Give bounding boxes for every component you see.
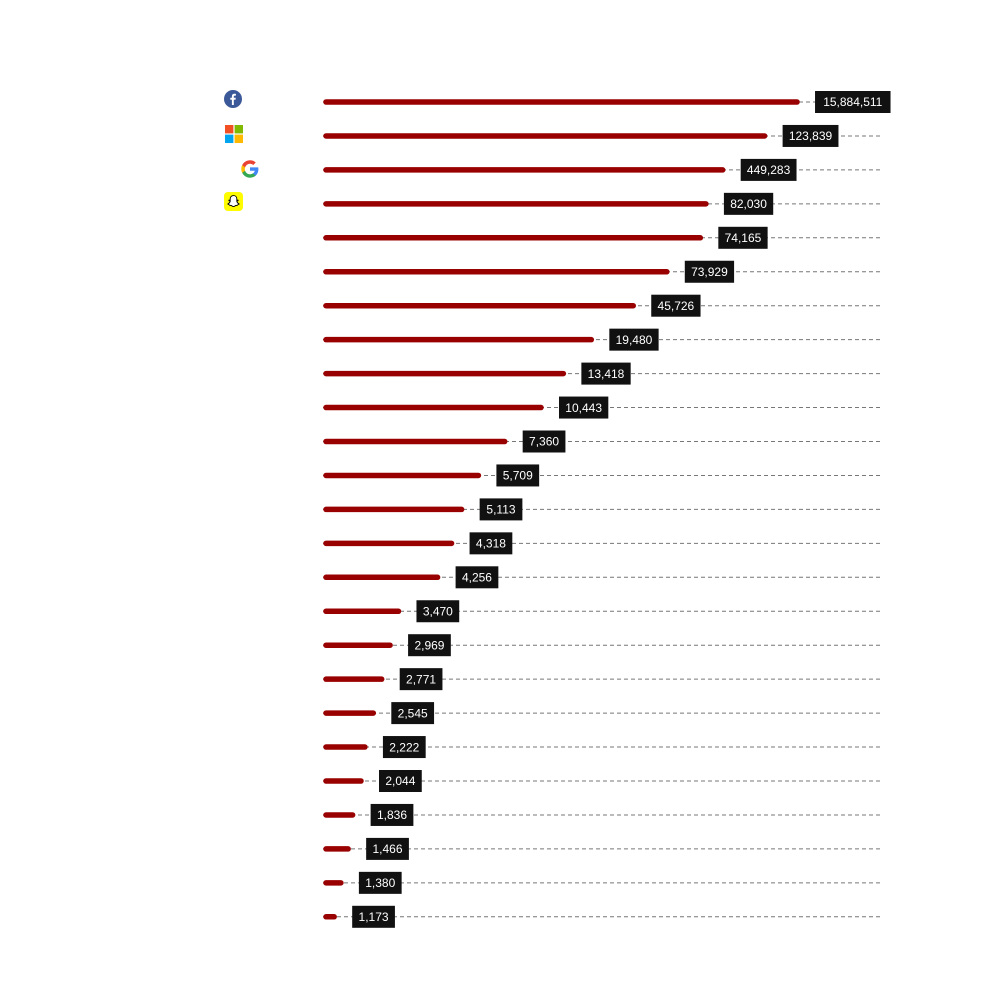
value-label: 19,480 [616,333,653,347]
value-label: 10,443 [565,401,602,415]
value-label: 2,545 [398,706,428,720]
value-label: 1,380 [365,876,395,890]
value-label: 4,318 [476,537,506,551]
value-label-box [740,158,797,181]
value-label: 5,113 [486,503,515,517]
value-label-box [391,702,435,725]
value-label: 2,771 [406,672,436,686]
value-label-box [723,192,774,215]
value-label: 3,470 [423,604,453,618]
value-label-box [651,294,701,317]
google-logo-icon [240,159,260,179]
value-label-box [609,328,659,351]
value-label: 1,836 [377,808,407,822]
value-label-box [399,668,443,691]
facebook-logo-icon [224,90,242,108]
value-label: 449,283 [747,163,791,177]
value-label: 123,839 [789,129,833,143]
value-label-box [352,905,395,928]
value-label: 4,256 [462,571,492,585]
value-label: 2,044 [385,774,415,788]
value-label-box [815,91,891,113]
value-label: 2,222 [389,740,419,754]
value-label: 1,173 [359,910,389,924]
value-label-box [408,634,451,657]
value-label: 73,929 [691,265,728,279]
value-label-box [370,803,414,826]
snapchat-logo-icon [224,192,243,211]
value-label: 82,030 [730,197,767,211]
value-label-box [358,871,402,894]
value-label-box [416,600,460,623]
value-label-box [379,770,422,792]
value-label-box [581,362,631,385]
value-label: 74,165 [725,231,762,245]
value-label-box [479,498,523,521]
value-label: 7,360 [529,435,559,449]
value-label-box [718,226,768,249]
value-label-box [522,430,566,453]
value-label: 2,969 [414,638,444,652]
value-label-box [455,566,499,589]
value-label: 45,726 [658,299,695,313]
value-label: 15,884,511 [823,95,882,109]
value-label: 13,418 [588,367,625,381]
value-label-box [684,260,735,283]
value-label-box [366,837,409,860]
microsoft-logo-icon [225,125,243,143]
value-label: 1,466 [373,842,403,856]
value-label-box [496,464,540,487]
value-label-box [382,736,426,759]
value-label-box [782,124,839,147]
value-label-box [469,532,513,555]
value-label-box [559,396,609,419]
value-label: 5,709 [503,469,533,483]
